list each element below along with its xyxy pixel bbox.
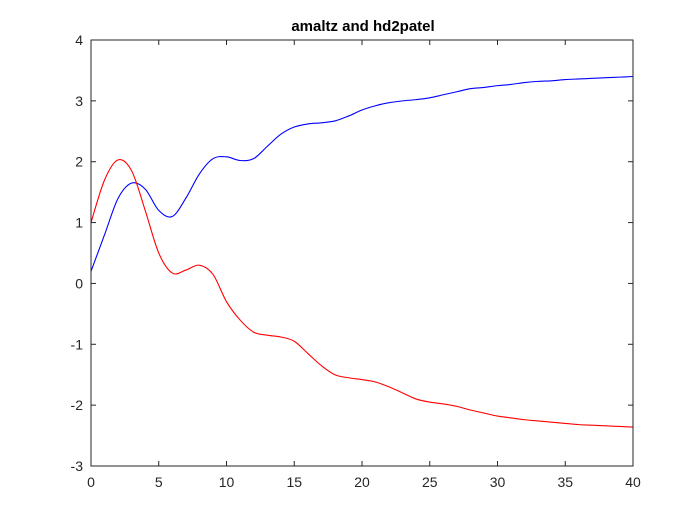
x-tick-label: 15 — [286, 474, 302, 490]
x-tick-label: 30 — [490, 474, 506, 490]
y-tick-label: -1 — [71, 336, 84, 352]
x-tick-label: 0 — [87, 474, 95, 490]
axes-box — [90, 39, 634, 467]
y-tick-label: 2 — [75, 154, 83, 170]
y-tick-label: -3 — [71, 458, 84, 474]
x-tick-label: 25 — [422, 474, 438, 490]
x-tick-label: 5 — [155, 474, 163, 490]
blue-series-line — [90, 75, 634, 272]
y-tick-label: 3 — [75, 93, 83, 109]
chart-title: amaltz and hd2patel — [291, 18, 434, 35]
red-series-line — [90, 159, 634, 428]
x-tick-label: 10 — [219, 474, 235, 490]
x-tick-label: 20 — [354, 474, 370, 490]
y-tick-label: 4 — [75, 32, 83, 48]
y-tick-label: 1 — [75, 215, 83, 231]
y-tick-label: 0 — [75, 275, 83, 291]
x-tick-label: 35 — [557, 474, 573, 490]
series-layer — [90, 75, 634, 428]
y-tick-label: -2 — [71, 397, 84, 413]
x-tick-label: 40 — [625, 474, 641, 490]
